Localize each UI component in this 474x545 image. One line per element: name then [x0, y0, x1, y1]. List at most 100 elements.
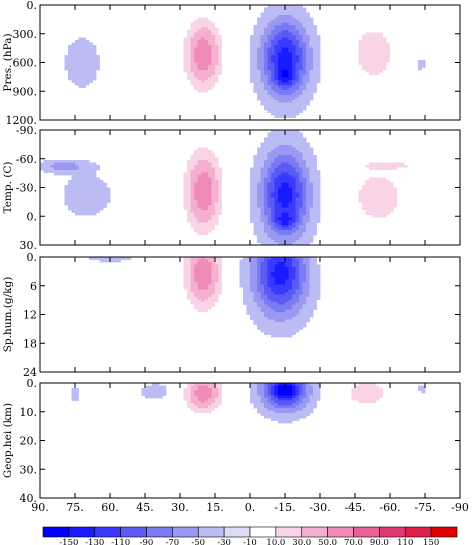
- contour-cell: [292, 20, 296, 23]
- contour-cell: [204, 37, 209, 41]
- contour-cell: [215, 272, 219, 275]
- contour-cell: [330, 267, 335, 270]
- contour-cell: [376, 207, 380, 211]
- contour-cell: [302, 42, 307, 46]
- contour-cell: [299, 137, 303, 141]
- contour-cell: [281, 42, 286, 46]
- contour-cell: [393, 192, 398, 196]
- contour-cell: [253, 200, 258, 203]
- contour-cell: [372, 175, 377, 178]
- contour-cell: [285, 42, 289, 46]
- contour-cell: [264, 155, 268, 158]
- contour-cell: [372, 77, 377, 81]
- contour-cell: [358, 82, 363, 86]
- contour-cell: [201, 230, 205, 233]
- contour-cell: [313, 257, 317, 260]
- contour-cell: [309, 82, 314, 86]
- contour-cell: [397, 180, 401, 183]
- contour-cell: [215, 195, 219, 198]
- contour-cell: [243, 274, 247, 278]
- contour-cell: [288, 274, 293, 278]
- contour-cell: [365, 212, 370, 216]
- contour-cell: [89, 197, 93, 201]
- contour-cell: [180, 85, 184, 88]
- contour-cell: [292, 272, 296, 275]
- contour-cell: [309, 77, 314, 81]
- contour-cell: [271, 279, 275, 283]
- contour-cell: [260, 287, 265, 290]
- contour-cell: [355, 217, 359, 221]
- contour-cell: [288, 17, 293, 21]
- contour-cell: [281, 162, 286, 166]
- contour-cell: [250, 167, 254, 171]
- contour-cell: [253, 187, 258, 191]
- contour-cell: [316, 190, 321, 193]
- contour-cell: [194, 152, 198, 156]
- contour-cell: [274, 240, 279, 243]
- contour-cell: [243, 267, 247, 270]
- contour-cell: [281, 12, 286, 16]
- contour-cell: [288, 257, 293, 260]
- contour-cell: [341, 50, 345, 53]
- contour-cell: [365, 25, 370, 28]
- contour-cell: [274, 20, 279, 23]
- contour-cell: [201, 190, 205, 193]
- contour-cell: [92, 197, 97, 201]
- contour-cell: [358, 62, 363, 66]
- contour-cell: [260, 200, 265, 203]
- contour-cell: [201, 92, 205, 96]
- contour-cell: [204, 25, 209, 28]
- contour-cell: [194, 75, 198, 78]
- contour-cell: [218, 230, 223, 233]
- contour-cell: [75, 40, 79, 43]
- contour-cell: [355, 215, 359, 218]
- contour-cell: [369, 55, 373, 58]
- contour-cell: [208, 210, 212, 213]
- contour-cell: [288, 12, 293, 16]
- contour-cell: [260, 90, 265, 93]
- contour-cell: [208, 222, 212, 226]
- contour-cell: [222, 264, 226, 268]
- contour-cell: [372, 195, 377, 198]
- contour-cell: [369, 12, 373, 16]
- contour-cell: [271, 70, 275, 73]
- contour-cell: [253, 25, 258, 28]
- contour-cell: [285, 190, 289, 193]
- contour-cell: [215, 279, 219, 283]
- contour-cell: [250, 289, 254, 293]
- contour-cell: [288, 165, 293, 168]
- contour-cell: [379, 222, 384, 226]
- contour-cell: [274, 82, 279, 86]
- contour-cell: [225, 30, 230, 33]
- contour-cell: [278, 200, 282, 203]
- contour-cell: [390, 52, 394, 56]
- contour-cell: [390, 47, 394, 51]
- contour-cell: [103, 259, 107, 263]
- contour-cell: [92, 57, 97, 61]
- contour-cell: [211, 40, 216, 43]
- contour-cell: [351, 180, 356, 183]
- contour-cell: [211, 205, 216, 208]
- contour-cell: [208, 57, 212, 61]
- contour-cell: [215, 277, 219, 280]
- contour-cell: [316, 205, 321, 208]
- contour-cell: [309, 187, 314, 191]
- contour-cell: [239, 284, 244, 288]
- contour-cell: [299, 67, 303, 71]
- contour-cell: [281, 232, 286, 236]
- contour-cell: [253, 177, 258, 181]
- contour-cell: [229, 57, 233, 61]
- contour-cell: [250, 37, 254, 41]
- contour-cell: [260, 65, 265, 68]
- contour-cell: [201, 225, 205, 228]
- contour-cell: [348, 264, 352, 268]
- contour-cell: [302, 147, 307, 151]
- contour-cell: [190, 264, 195, 268]
- contour-cell: [285, 12, 289, 16]
- contour-cell: [222, 274, 226, 278]
- contour-cell: [75, 82, 79, 86]
- contour-cell: [190, 284, 195, 288]
- contour-cell: [278, 242, 282, 245]
- contour-cell: [288, 85, 293, 88]
- contour-cell: [355, 222, 359, 226]
